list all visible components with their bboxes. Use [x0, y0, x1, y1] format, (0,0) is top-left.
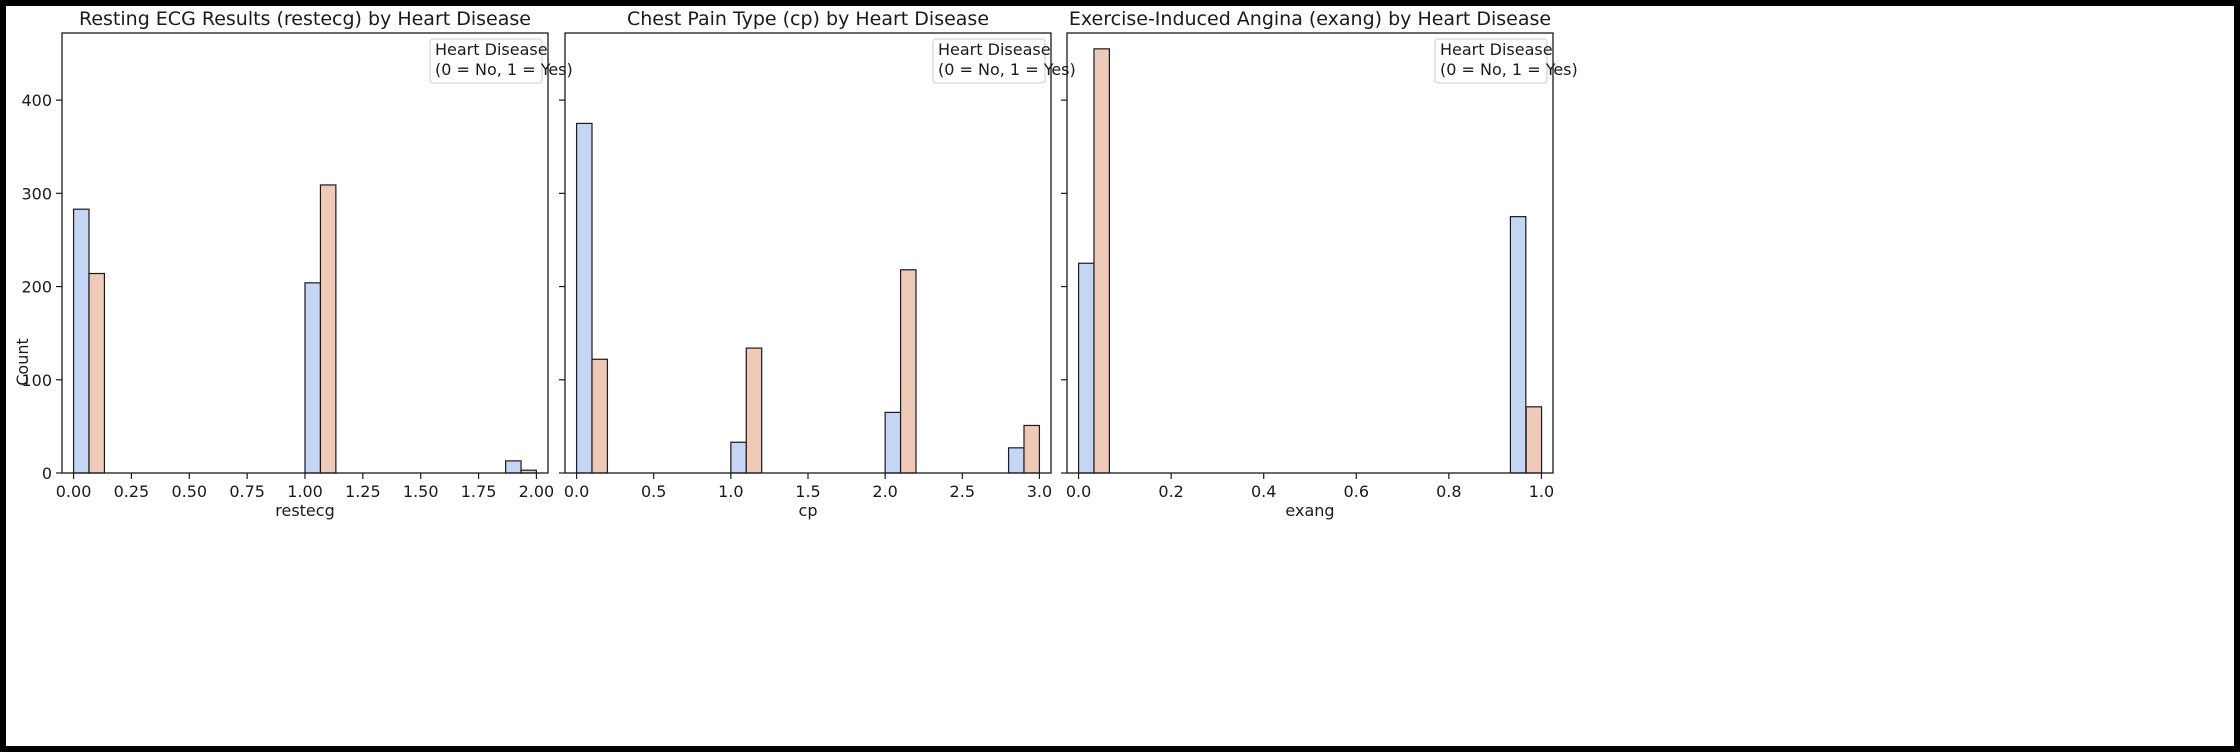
legend-box	[1434, 38, 1548, 84]
histogram-bar-1	[88, 272, 106, 474]
y-tick-label: 200	[21, 278, 52, 297]
x-tick-label: 0.2	[1158, 482, 1183, 501]
histogram-bar-0	[505, 460, 522, 474]
histogram-bar-1	[745, 347, 763, 474]
y-axis-label: Count	[13, 338, 32, 386]
chart-canvas: Count Resting ECG Results (restecg) by H…	[13, 8, 1578, 520]
x-tick-label: 2.5	[950, 482, 975, 501]
histogram-bar-1	[1023, 424, 1041, 474]
subplot-1: Resting ECG Results (restecg) by Heart D…	[21, 8, 572, 520]
x-axis-label: restecg	[275, 501, 334, 520]
legend-box	[932, 38, 1046, 84]
x-tick-label: 1.0	[718, 482, 743, 501]
axes-frame	[1066, 32, 1554, 474]
x-tick-label: 0.4	[1251, 482, 1276, 501]
x-tick-label: 0.8	[1436, 482, 1461, 501]
legend-subtitle: (0 = No, 1 = Yes)	[938, 60, 1076, 79]
subplot-title: Resting ECG Results (restecg) by Heart D…	[79, 8, 531, 30]
legend: Heart Disease(0 = No, 1 = Yes)	[429, 38, 573, 84]
subplot-title: Chest Pain Type (cp) by Heart Disease	[627, 8, 989, 30]
x-tick-label: 0.6	[1344, 482, 1369, 501]
x-tick-label: 0.0	[1066, 482, 1091, 501]
x-tick-label: 0.00	[56, 482, 92, 501]
subplot-2: Chest Pain Type (cp) by Heart Disease 0.0…	[559, 8, 1076, 520]
x-axis-label: exang	[1285, 501, 1334, 520]
x-axis-label: cp	[799, 501, 818, 520]
axes-frame	[564, 32, 1052, 474]
histogram-bar-1	[591, 358, 609, 474]
x-tick-label: 0.50	[171, 482, 207, 501]
x-tick-label: 1.00	[287, 482, 323, 501]
legend-title: Heart Disease	[1440, 40, 1553, 59]
legend-subtitle: (0 = No, 1 = Yes)	[435, 60, 573, 79]
histogram-bar-0	[72, 208, 90, 474]
x-tick-label: 1.50	[403, 482, 439, 501]
x-tick-label: 1.75	[461, 482, 497, 501]
histogram-bar-0	[1509, 216, 1527, 474]
legend-title: Heart Disease	[435, 40, 548, 59]
histogram-bar-1	[319, 184, 337, 474]
legend-box	[429, 38, 543, 84]
x-tick-label: 0.0	[564, 482, 589, 501]
x-tick-label: 1.5	[795, 482, 820, 501]
subplot-3: Exercise-Induced Angina (exang) by Heart…	[1061, 8, 1578, 520]
histogram-bar-0	[730, 441, 747, 474]
histogram-bar-0	[884, 411, 902, 474]
legend: Heart Disease(0 = No, 1 = Yes)	[932, 38, 1076, 84]
histogram-bar-0	[1007, 447, 1025, 474]
x-tick-label: 0.25	[114, 482, 150, 501]
y-tick-label: 300	[21, 184, 52, 203]
x-tick-label: 2.0	[872, 482, 897, 501]
x-tick-label: 2.00	[519, 482, 555, 501]
x-tick-label: 3.0	[1027, 482, 1052, 501]
legend: Heart Disease(0 = No, 1 = Yes)	[1434, 38, 1578, 84]
legend-title: Heart Disease	[938, 40, 1051, 59]
histogram-bar-1	[1093, 48, 1110, 474]
x-tick-label: 0.75	[229, 482, 265, 501]
histogram-bar-1	[899, 269, 917, 474]
x-tick-label: 1.0	[1529, 482, 1554, 501]
histogram-bar-0	[575, 122, 593, 474]
y-tick-label: 400	[21, 91, 52, 110]
x-tick-label: 0.5	[641, 482, 666, 501]
y-tick-label: 100	[21, 371, 52, 390]
legend-subtitle: (0 = No, 1 = Yes)	[1440, 60, 1578, 79]
subplot-title: Exercise-Induced Angina (exang) by Heart…	[1069, 8, 1551, 30]
y-tick-label: 0	[42, 464, 52, 483]
histogram-bar-0	[1077, 262, 1095, 474]
histogram-bar-1	[1525, 406, 1543, 474]
histogram-bar-0	[304, 282, 322, 474]
x-tick-label: 1.25	[345, 482, 381, 501]
figure: Count Resting ECG Results (restecg) by H…	[6, 6, 2234, 746]
